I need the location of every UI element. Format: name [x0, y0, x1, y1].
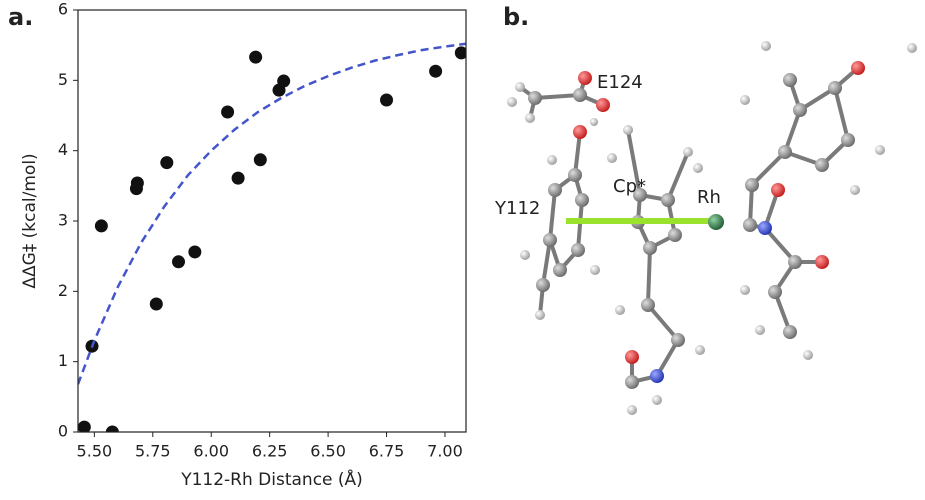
- molecule: b.: [494, 3, 917, 415]
- oxygens: [573, 61, 865, 364]
- x-tick-label: 5.50: [77, 442, 113, 461]
- y-tick-label: 0: [58, 422, 68, 441]
- y-tick-label: 2: [58, 281, 68, 300]
- panel-label: b.: [503, 3, 529, 31]
- y-tick-label: 5: [58, 70, 68, 89]
- data-point: [231, 171, 245, 185]
- y-tick-label: 6: [58, 0, 68, 19]
- data-point: [249, 50, 263, 64]
- rhodium-atom: [708, 214, 724, 230]
- plot-area: [78, 42, 466, 432]
- data-point: [277, 74, 291, 88]
- y-tick-label: 4: [58, 140, 68, 159]
- data-point: [454, 46, 466, 60]
- nitrogens: [650, 221, 772, 383]
- data-point: [94, 219, 108, 233]
- data-point: [188, 245, 202, 259]
- residue-label: E124: [597, 72, 643, 93]
- y-tick-label: 3: [58, 211, 68, 230]
- x-tick-label: 6.75: [369, 442, 405, 461]
- data-point: [429, 64, 443, 78]
- data-point: [221, 105, 235, 119]
- data-point: [105, 425, 119, 432]
- carbons: [528, 73, 855, 389]
- data-point: [172, 255, 186, 269]
- data-point: [253, 153, 267, 167]
- hydrogens: [507, 41, 917, 415]
- bonds: [518, 66, 860, 384]
- data-point: [160, 156, 174, 170]
- data-point: [78, 420, 91, 432]
- data-point: [380, 93, 394, 107]
- x-tick-label: 7.00: [427, 442, 463, 461]
- x-axis-label: Y112-Rh Distance (Å): [180, 468, 363, 490]
- y-tick-label: 1: [58, 351, 68, 370]
- data-point: [130, 176, 144, 190]
- y-axis-label: ΔΔG‡ (kcal/mol): [20, 153, 40, 288]
- x-tick-label: 6.00: [193, 442, 229, 461]
- x-tick-label: 5.75: [135, 442, 171, 461]
- plot-frame: [77, 9, 467, 433]
- fit-curve: [78, 42, 466, 385]
- metal-label: Rh: [697, 187, 721, 208]
- data-point: [149, 297, 163, 311]
- panel-label: a.: [8, 3, 33, 31]
- residue-label: Y112: [494, 198, 540, 219]
- ligand-label: Cp*: [613, 176, 646, 197]
- x-tick-label: 6.25: [252, 442, 288, 461]
- x-tick-label: 6.50: [310, 442, 346, 461]
